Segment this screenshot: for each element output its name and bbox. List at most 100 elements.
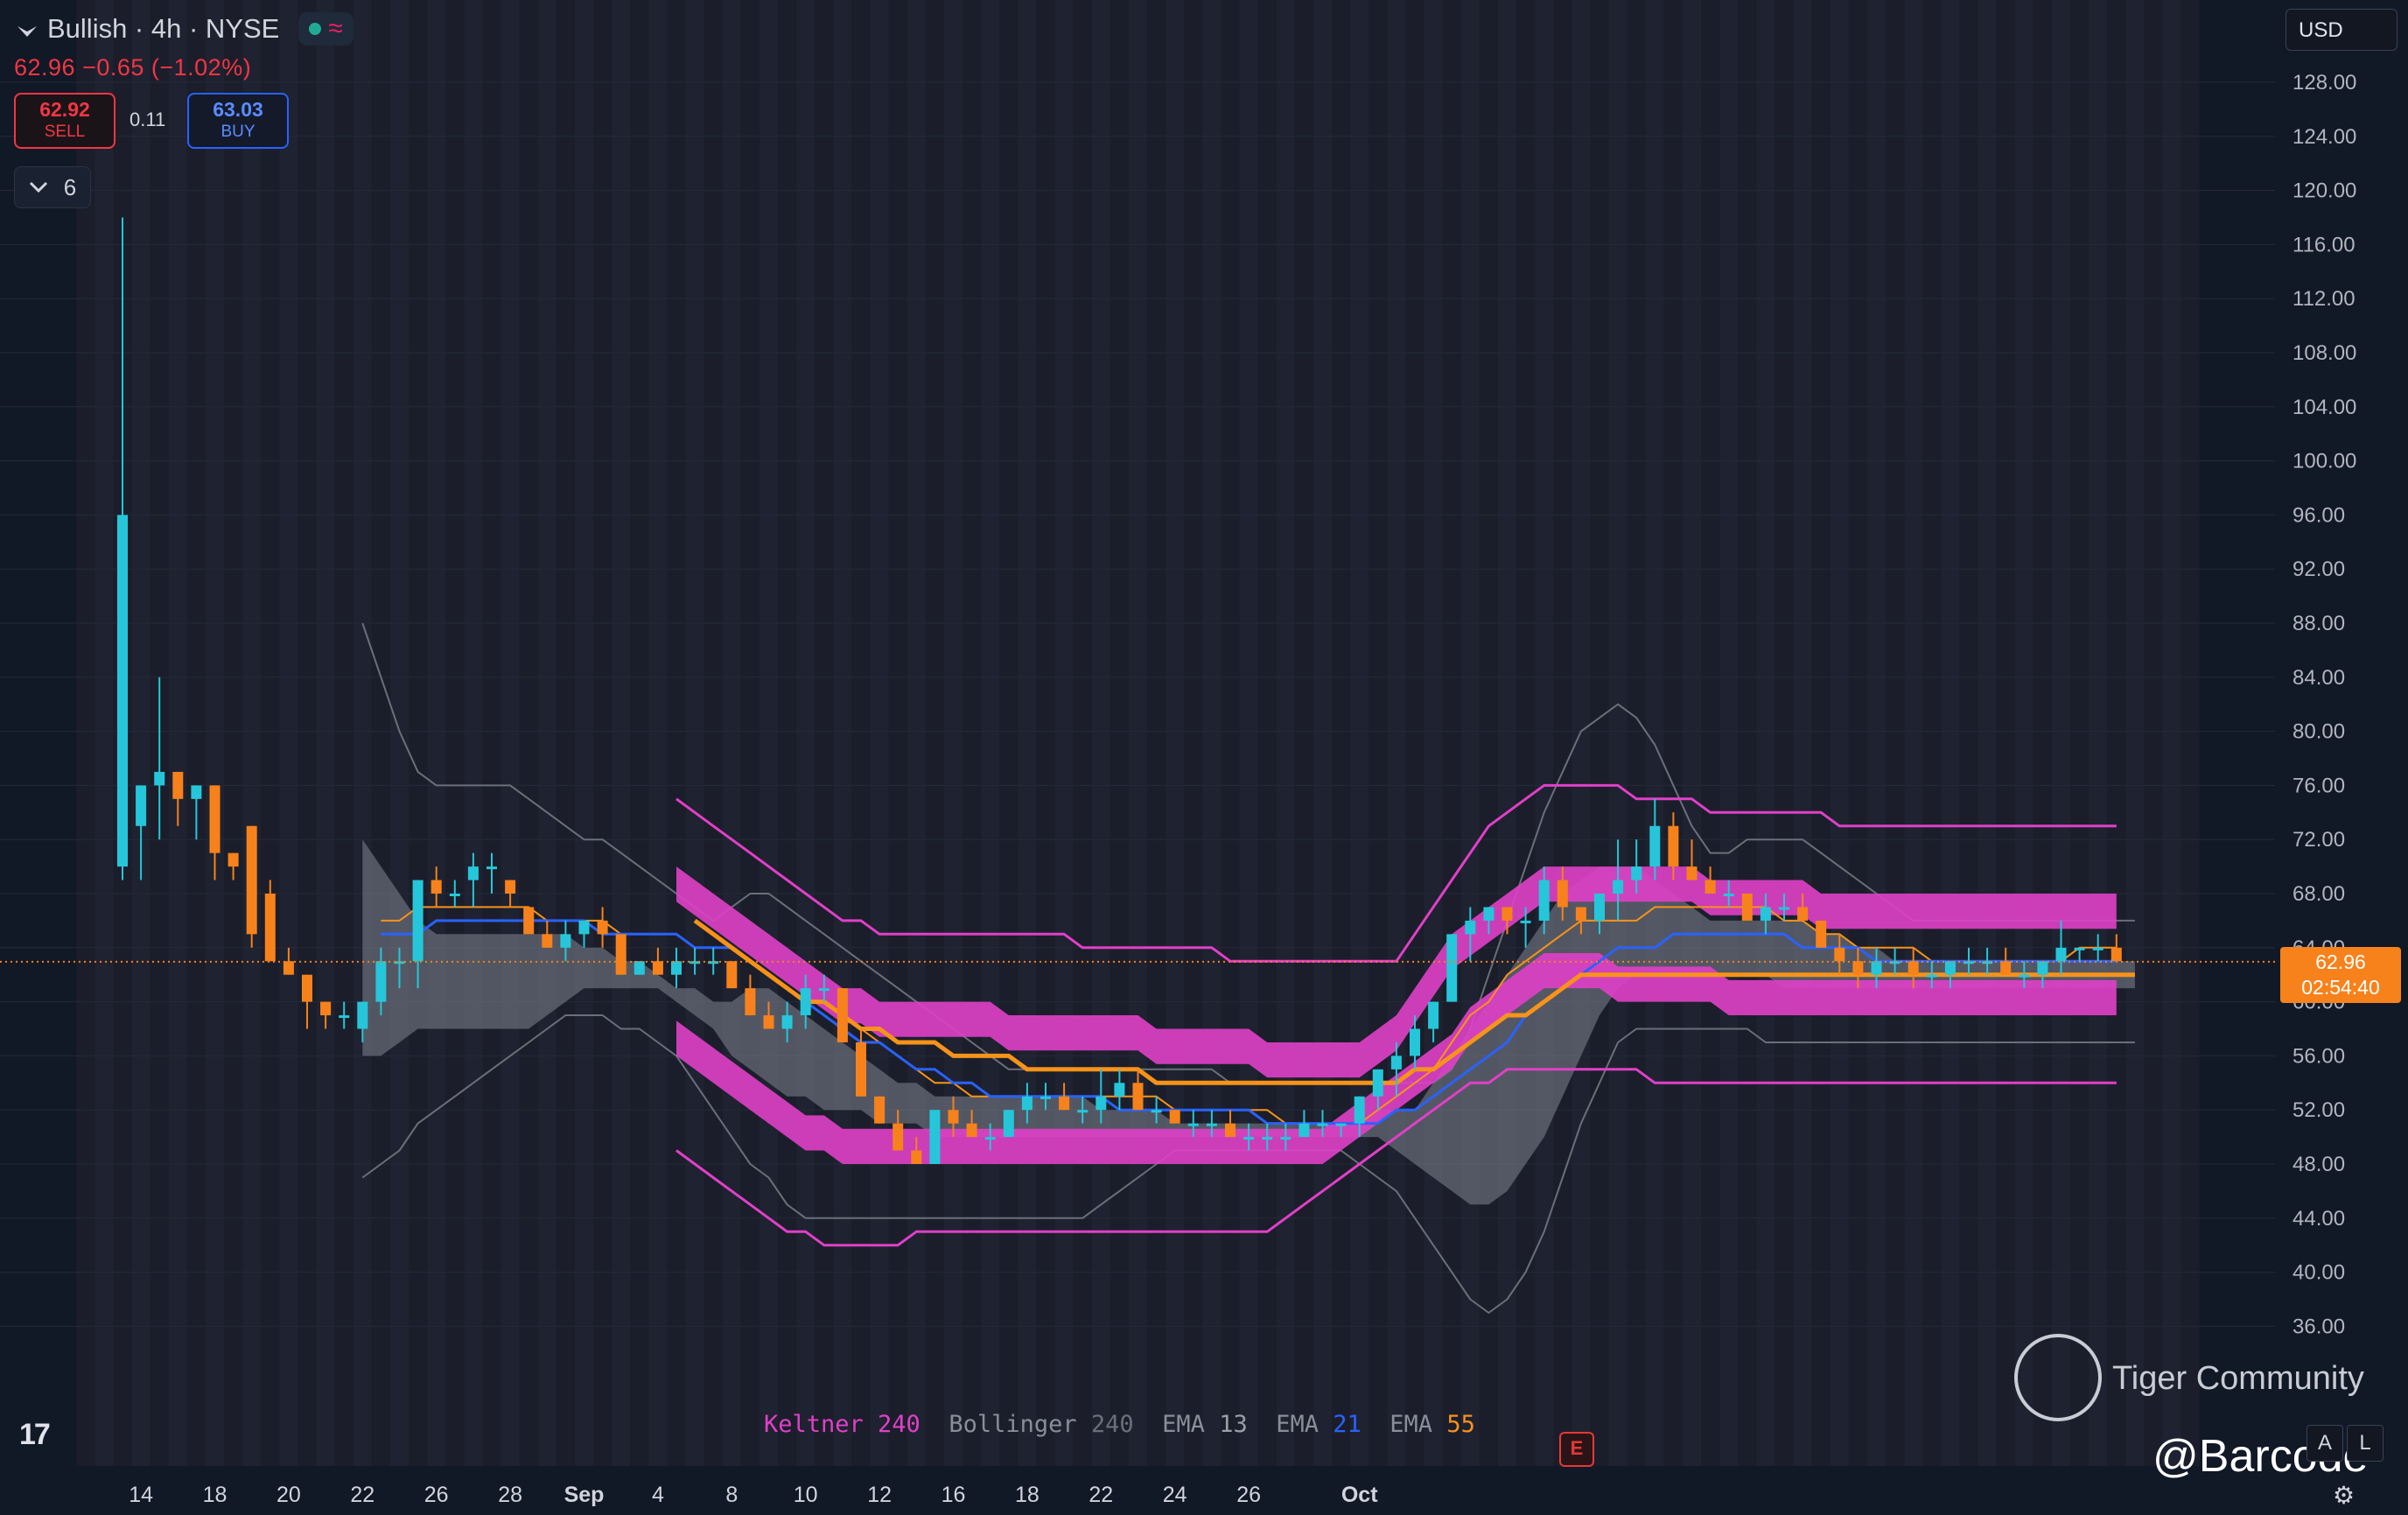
candlesticks [117,217,2122,1164]
x-tick-label: 24 [1163,1483,1187,1507]
session-stripe [409,0,428,1466]
session-stripe [1479,0,1498,1466]
session-stripe [1368,0,1388,1466]
session-stripe [556,0,575,1466]
candle-body [1446,934,1458,1002]
y-tick-label: 112.00 [2292,287,2356,311]
session-stripe [1239,0,1258,1466]
candle-body [966,1123,977,1138]
market-open-dot-icon [309,23,322,35]
candle-body [597,920,608,935]
candle-body [1040,1096,1051,1099]
session-stripe [1645,0,1664,1466]
candle-body [800,988,811,1016]
session-stripe [1166,0,1185,1466]
session-stripe [334,0,354,1466]
candle-body [136,785,147,826]
legend-value: 240 [1090,1411,1163,1438]
session-stripe [1312,0,1333,1466]
candle-body [2037,961,2048,975]
legend-value: 55 [1446,1411,1504,1438]
candle-body [1631,866,1642,880]
session-stripe [1663,0,1683,1466]
session-stripe [445,0,465,1466]
legend-value: 240 [878,1411,949,1438]
candle-body [1686,866,1698,880]
settings-gear-icon[interactable]: ⚙ [2333,1482,2356,1509]
candle-body [302,974,312,1002]
session-stripe [1294,0,1313,1466]
session-stripe [1738,0,1757,1466]
candle-body [449,894,460,896]
candle-body [984,1137,996,1140]
session-stripe [2051,0,2071,1466]
candle-body [1021,1096,1032,1111]
session-stripe [519,0,538,1466]
earnings-marker[interactable]: E [1559,1432,1594,1467]
x-tick-label: 12 [867,1483,892,1507]
symbol-header[interactable]: Bullish · 4h · NYSE ≈ [16,11,354,47]
session-stripe [1996,0,2015,1466]
sell-label: SELL [44,123,86,141]
session-stripe [224,0,243,1466]
sell-button[interactable]: 62.92 SELL [14,93,116,149]
tradingview-logo-icon[interactable]: 17 [19,1418,51,1451]
y-tick-label: 56.00 [2292,1044,2345,1068]
watermark-brand: Tiger Community [2112,1360,2364,1397]
indicators-toggle[interactable]: 6 [14,166,91,208]
session-stripe [612,0,631,1466]
candle-body [1169,1110,1180,1124]
candle-body [1520,920,1531,923]
session-stripe [1497,0,1517,1466]
candle-body [1317,1123,1328,1126]
legend-label: EMA [1390,1411,1447,1438]
session-stripe [1904,0,1923,1466]
x-tick-label: 28 [498,1483,522,1507]
candle-body [117,515,128,867]
candle-body [745,988,756,1016]
candle-body [892,1123,904,1151]
candle-body [1538,880,1550,921]
candle-body [486,866,497,870]
candle-body [505,880,516,894]
candle-body [836,988,848,1042]
bird-logo-icon [18,26,37,37]
currency-selector[interactable]: USD [2286,9,2398,51]
session-stripe [298,0,317,1466]
session-stripe [925,0,944,1466]
candle-body [467,866,479,880]
session-stripe [1627,0,1646,1466]
session-stripe [648,0,668,1466]
session-stripe [943,0,963,1466]
candle-body [1723,894,1734,896]
session-stripe [2125,0,2145,1466]
candle-body [1428,1001,1439,1029]
session-stripe [2144,0,2163,1466]
keltner-lower-line [676,1068,2117,1247]
symbol-title[interactable]: Bullish · 4h · NYSE [47,13,280,44]
session-stripe [593,0,612,1466]
candle-body [560,934,571,948]
candle-body [726,961,738,989]
price-change: 62.96 −0.65 (−1.02%) [14,54,252,81]
candle-body [1613,880,1624,894]
session-stripe [371,0,390,1466]
session-stripe [1276,0,1295,1466]
session-stripe [1516,0,1536,1466]
candle-body [856,1042,866,1097]
auto-scale-button[interactable]: A [2306,1425,2343,1462]
candle-body [1704,880,1716,894]
candle-body [1502,907,1513,921]
y-tick-label: 80.00 [2292,720,2345,744]
session-stripe [279,0,298,1466]
buy-button[interactable]: 63.03 BUY [187,93,289,149]
y-tick-label: 108.00 [2292,341,2356,365]
session-stripe [482,0,501,1466]
market-status-pill[interactable]: ≈ [298,12,354,46]
session-stripe [1073,0,1092,1466]
log-scale-button[interactable]: L [2347,1425,2384,1462]
candle-body [1594,894,1605,921]
candle-body [542,934,553,948]
candle-body [228,852,239,867]
